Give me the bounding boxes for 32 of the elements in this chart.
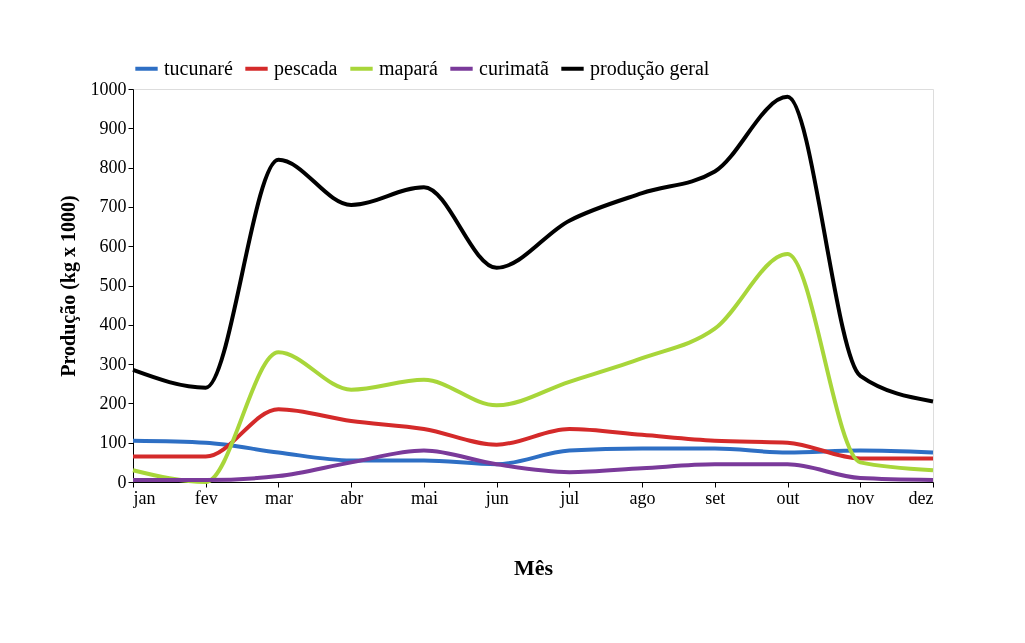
legend-label: mapará [379, 56, 438, 80]
x-tick-label: out [776, 487, 800, 508]
legend-label: curimatã [479, 56, 550, 79]
x-tick-label: abr [340, 487, 364, 508]
x-tick-label: dez [908, 487, 934, 508]
x-tick-label: mai [410, 487, 438, 508]
y-tick-label: 800 [99, 157, 127, 178]
y-tick-label: 200 [99, 392, 127, 413]
x-tick-label: mar [264, 487, 293, 508]
y-tick-label: 600 [99, 235, 127, 256]
y-tick-label: 1000 [90, 78, 127, 99]
x-tick-label: jul [559, 487, 580, 508]
legend-label: pescada [274, 56, 338, 80]
y-tick-label: 400 [99, 314, 127, 335]
line-series [131, 438, 935, 467]
legend-label: tucunaré [164, 56, 233, 79]
x-tick-label: ago [629, 487, 656, 508]
y-tick-label: 300 [99, 353, 127, 374]
x-tick-label: nov [847, 487, 875, 508]
x-axis-title: Mês [513, 554, 554, 580]
y-tick-label: 100 [99, 432, 127, 453]
x-tick-label: set [705, 487, 726, 508]
y-tick-label: 0 [117, 471, 127, 492]
y-tick-label: 900 [99, 117, 127, 138]
x-tick-label: jun [484, 487, 509, 508]
y-axis-title: Produção (kg x 1000) [56, 195, 80, 377]
y-tick-label: 700 [99, 196, 127, 217]
line-series [131, 407, 935, 461]
y-tick-label: 500 [99, 275, 127, 295]
x-tick-label: fev [194, 487, 218, 508]
legend-label: produção geral [590, 56, 710, 80]
x-tick-label: jan [132, 487, 156, 508]
